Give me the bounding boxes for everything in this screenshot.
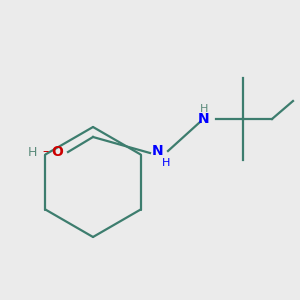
Text: –: – bbox=[43, 146, 49, 158]
Text: H: H bbox=[200, 104, 208, 114]
Text: N: N bbox=[198, 112, 210, 126]
Text: H: H bbox=[27, 146, 37, 158]
Text: N: N bbox=[152, 144, 164, 158]
Text: H: H bbox=[162, 158, 170, 168]
Text: O: O bbox=[51, 145, 63, 159]
